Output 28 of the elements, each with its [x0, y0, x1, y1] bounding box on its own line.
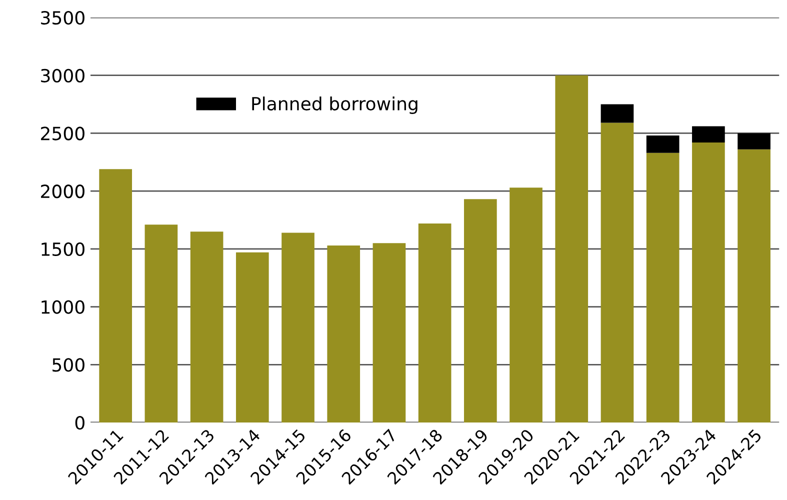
bar [738, 149, 770, 422]
bar [464, 199, 497, 422]
bar [236, 252, 269, 422]
bar [510, 188, 542, 422]
bar [646, 152, 680, 422]
bar [99, 169, 132, 422]
y-tick-label: 2000 [41, 184, 84, 198]
bar [144, 224, 178, 422]
y-tick-label: 1500 [42, 242, 84, 256]
bar [555, 75, 588, 422]
bar [327, 245, 360, 422]
bar [600, 122, 634, 422]
bar [692, 126, 725, 142]
bar [282, 232, 314, 422]
bar [418, 223, 452, 422]
y-tick-label: 3000 [41, 68, 84, 82]
y-tick-label: 3500 [41, 10, 84, 25]
y-tick-label: 0 [75, 416, 84, 430]
bar [692, 142, 725, 422]
y-tick-label: 500 [52, 358, 84, 372]
legend-label: Planned borrowing [252, 96, 418, 114]
bar [646, 136, 680, 153]
bar [190, 232, 224, 422]
y-tick-label: 2500 [41, 126, 84, 140]
bar [738, 133, 770, 150]
bar [372, 243, 406, 422]
y-tick-label: 1000 [42, 300, 84, 314]
bar [600, 104, 634, 123]
